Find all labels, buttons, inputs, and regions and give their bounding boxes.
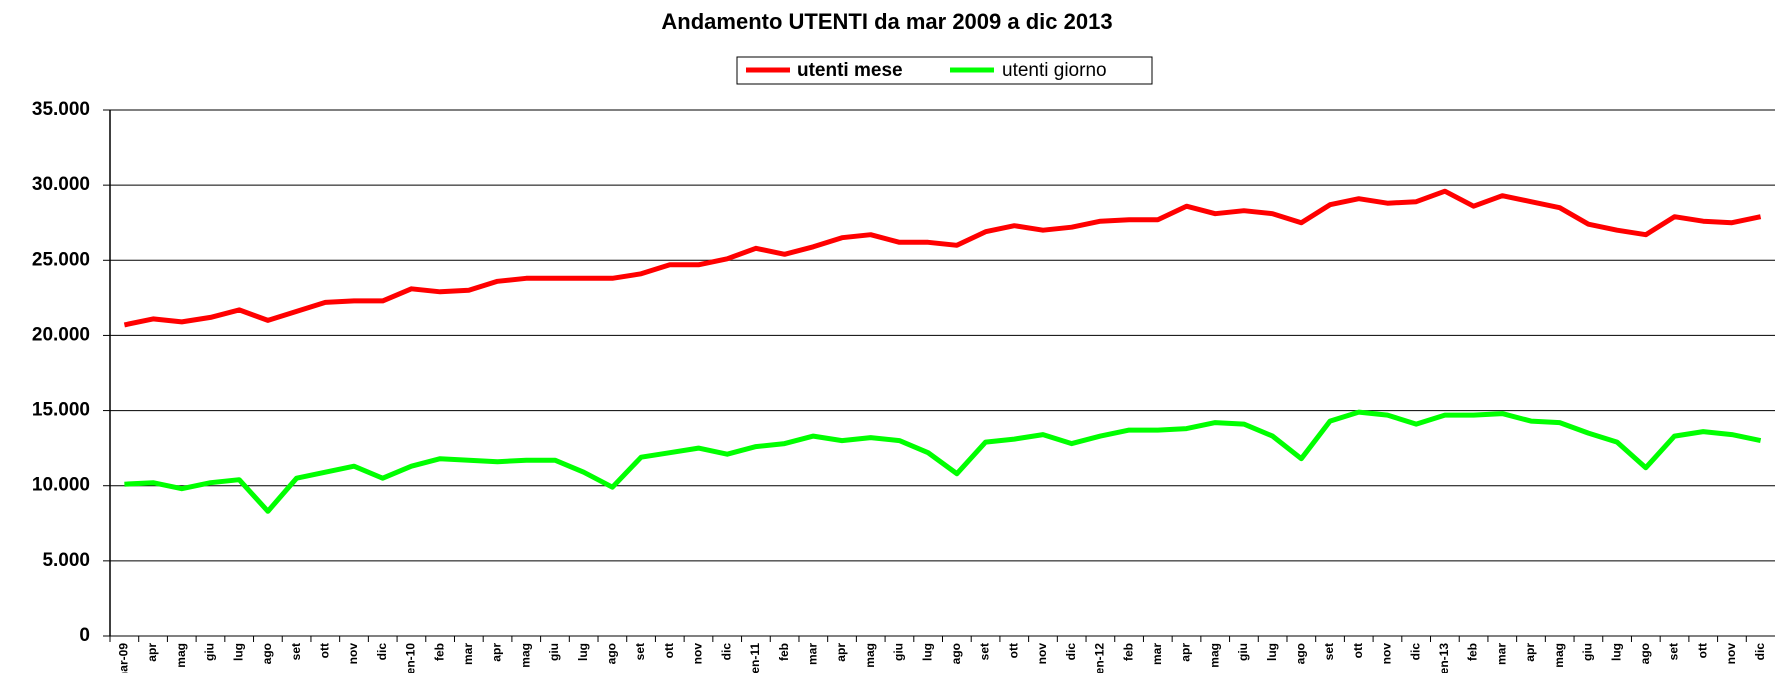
x-tick-label: apr <box>1523 643 1537 662</box>
x-tick-label: dic <box>719 643 733 661</box>
y-tick-label: 30.000 <box>32 174 90 195</box>
x-tick-label: nov <box>691 643 705 665</box>
x-tick-label: giu <box>892 643 906 661</box>
series-line <box>124 409 1762 514</box>
x-tick-label: ago <box>260 643 274 664</box>
x-tick-label: mag <box>518 643 532 668</box>
x-tick-label: dic <box>1064 643 1078 661</box>
x-tick-label: dic <box>1753 643 1767 661</box>
x-tick-label: giu <box>547 643 561 661</box>
x-tick-label: ott <box>317 643 331 658</box>
x-tick-label: feb <box>432 643 446 661</box>
x-tick-label: mag <box>863 643 877 668</box>
y-tick-label: 35.000 <box>32 99 90 120</box>
x-tick-label: dic <box>1408 643 1422 661</box>
x-tick-label: ago <box>1638 643 1652 664</box>
x-tick-label: lug <box>1609 643 1623 661</box>
x-tick-label: mar <box>1494 643 1508 665</box>
x-tick-label: lug <box>920 643 934 661</box>
x-tick-label: set <box>1667 643 1681 660</box>
x-tick-label: apr <box>490 643 504 662</box>
x-tick-label: ott <box>1006 643 1020 658</box>
x-tick-label: set <box>978 643 992 660</box>
x-tick-label: ago <box>605 643 619 664</box>
x-tick-label: set <box>289 643 303 660</box>
x-tick-label: lug <box>231 643 245 661</box>
x-tick-label: gen-11 <box>748 643 762 673</box>
chart-title: Andamento UTENTI da mar 2009 a dic 2013 <box>661 9 1112 34</box>
x-tick-label: mag <box>174 643 188 668</box>
series-line <box>123 188 1762 328</box>
legend-label: utenti giorno <box>1002 60 1107 81</box>
x-tick-label: ott <box>1351 643 1365 658</box>
x-tick-label: giu <box>1236 643 1250 661</box>
y-tick-label: 0 <box>79 625 90 646</box>
x-tick-label: apr <box>834 643 848 662</box>
x-tick-label: nov <box>1035 643 1049 665</box>
x-tick-label: giu <box>203 643 217 661</box>
x-tick-label: feb <box>1121 643 1135 661</box>
legend: utenti mese utenti giorno <box>736 56 1153 85</box>
x-tick-label: mar <box>1150 643 1164 665</box>
x-tick-label: gen-13 <box>1437 643 1451 673</box>
x-tick-label: feb <box>777 643 791 661</box>
x-tick-label: set <box>1322 643 1336 660</box>
x-tick-label: mag <box>1207 643 1221 668</box>
x-tick-label: apr <box>145 643 159 662</box>
x-tick-label: nov <box>1380 643 1394 665</box>
x-tick-label: feb <box>1466 643 1480 661</box>
x-tick-label: mar <box>805 643 819 665</box>
x-tick-label: gen-12 <box>1093 643 1107 673</box>
y-tick-label: 15.000 <box>32 400 90 421</box>
x-tick-label: ago <box>949 643 963 664</box>
x-tick-label: mar-09 <box>117 643 131 673</box>
y-tick-label: 20.000 <box>32 324 90 345</box>
y-tick-label: 25.000 <box>32 249 90 270</box>
y-tick-label: 10.000 <box>32 475 90 496</box>
legend-label: utenti mese <box>797 60 903 81</box>
x-tick-label: lug <box>576 643 590 661</box>
y-tick-label: 5.000 <box>42 550 90 571</box>
x-tick-label: apr <box>1179 643 1193 662</box>
x-tick-label: ott <box>1695 643 1709 658</box>
legend-box <box>736 56 1153 85</box>
x-tick-label: ago <box>1294 643 1308 664</box>
x-tick-label: ott <box>662 643 676 658</box>
x-tick-label: set <box>633 643 647 660</box>
x-tick-label: lug <box>1265 643 1279 661</box>
x-tick-label: gen-10 <box>404 643 418 673</box>
x-tick-label: dic <box>375 643 389 661</box>
x-tick-label: nov <box>346 643 360 665</box>
x-tick-label: giu <box>1581 643 1595 661</box>
x-tick-label: nov <box>1724 643 1738 665</box>
x-tick-label: mar <box>461 643 475 665</box>
x-tick-label: mag <box>1552 643 1566 668</box>
